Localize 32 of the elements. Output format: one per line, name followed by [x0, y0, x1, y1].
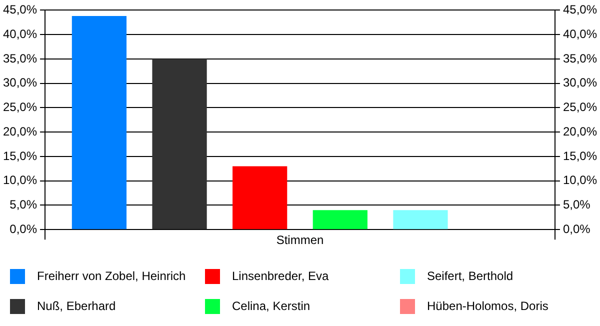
y-tick-label: 0,0%: [10, 222, 38, 236]
y2-tick-label: 35,0%: [562, 51, 598, 66]
y2-tick-label: 40,0%: [562, 26, 598, 41]
y-tick-label: 35,0%: [2, 51, 38, 66]
y2-tick-label: 30,0%: [562, 76, 598, 90]
y-tick-label: 25,0%: [2, 100, 38, 114]
legend-label: Hüben-Holomos, Doris: [427, 299, 548, 313]
y-tick-label: 15,0%: [2, 148, 38, 163]
bar: [393, 210, 448, 230]
bar: [232, 166, 288, 230]
legend-label: Celina, Kerstin: [232, 299, 310, 313]
y-tick-label: 30,0%: [2, 76, 38, 90]
x-axis-title: Stimmen: [276, 233, 324, 248]
bar: [152, 58, 207, 230]
y-tick-label: 20,0%: [2, 124, 38, 138]
y2-tick-label: 0,0%: [562, 222, 591, 236]
y-tick-label: 5,0%: [10, 198, 38, 212]
y2-tick-label: 10,0%: [562, 173, 598, 188]
y-tick-label: 45,0%: [2, 2, 38, 17]
legend-label: Freiherr von Zobel, Heinrich: [37, 269, 186, 283]
y-tick-label: 10,0%: [2, 173, 38, 188]
y-tick-label: 40,0%: [2, 26, 38, 41]
bar: [72, 16, 127, 230]
legend-label: Seifert, Berthold: [427, 269, 514, 283]
y2-tick-label: 20,0%: [562, 124, 598, 138]
bar: [312, 210, 368, 230]
y2-tick-label: 15,0%: [562, 148, 598, 163]
legend-label: Linsenbreder, Eva: [232, 269, 329, 283]
y2-tick-label: 45,0%: [562, 2, 598, 17]
y2-tick-label: 5,0%: [562, 198, 591, 212]
legend-label: Nuß, Eberhard: [37, 299, 116, 313]
y2-tick-label: 25,0%: [562, 100, 598, 114]
